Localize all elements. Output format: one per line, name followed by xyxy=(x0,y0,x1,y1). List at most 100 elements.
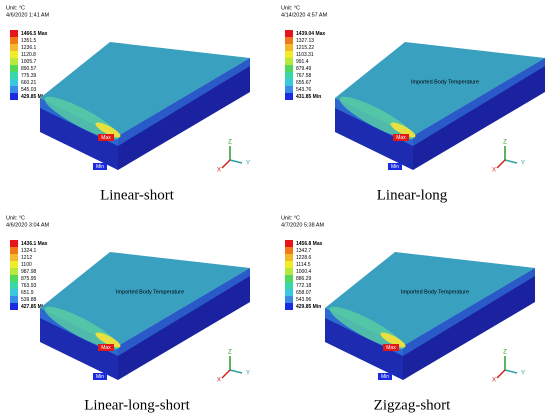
panel: Unit: °C4/6/2020 3:04 AM 1436.1 Max1324.1… xyxy=(6,215,250,413)
block: Imported Body Temperature Max Min xyxy=(335,42,545,170)
legend-label: 1000.4 xyxy=(296,269,312,275)
legend-swatch xyxy=(285,72,293,79)
legend-label: 429.85 Min xyxy=(21,94,46,100)
axis-x xyxy=(221,369,231,379)
max-tag xyxy=(383,344,399,351)
block-band xyxy=(403,268,535,356)
legend-label: 767.58 xyxy=(296,73,312,79)
axis-y-label: Y xyxy=(521,371,525,377)
legend-swatch xyxy=(285,30,293,37)
legend-label: 875.95 xyxy=(21,276,37,282)
timestamp: 4/6/2020 1:41 AM xyxy=(6,12,50,18)
min-tag xyxy=(378,373,392,380)
legend-swatch xyxy=(10,254,18,261)
legend-label: 1351.5 xyxy=(21,38,37,44)
legend-label: 1324.1 xyxy=(21,248,37,254)
body-label: Imported Body Temperature xyxy=(116,289,184,295)
caption: Linear-long-short xyxy=(84,397,190,413)
axis-x xyxy=(221,159,231,169)
block-top-face xyxy=(335,42,545,136)
legend-swatch xyxy=(285,51,293,58)
legend-swatch xyxy=(10,282,18,289)
legend-label: 886.29 xyxy=(296,276,312,282)
min-tag xyxy=(388,163,402,170)
panel: Unit: °C4/6/2020 1:41 AM 1466.5 Max1351.5… xyxy=(6,5,250,203)
unit-label: Unit: °C xyxy=(6,215,25,221)
legend-swatch xyxy=(10,51,18,58)
max-tag xyxy=(393,134,409,141)
axis-y xyxy=(229,369,243,374)
axis-x-label: X xyxy=(217,168,221,174)
axis-x-label: X xyxy=(492,378,496,384)
min-tag xyxy=(93,373,107,380)
legend-swatch xyxy=(285,93,293,100)
legend-swatch xyxy=(10,93,18,100)
legend-swatch xyxy=(10,37,18,44)
legend-label: 1456.8 Max xyxy=(296,241,323,247)
axis-y xyxy=(229,159,243,164)
legend-swatch xyxy=(285,261,293,268)
legend-label: 1215.22 xyxy=(296,45,314,51)
legend-swatch xyxy=(10,79,18,86)
unit-label: Unit: °C xyxy=(281,215,300,221)
legend-swatch xyxy=(285,240,293,247)
legend-swatch xyxy=(10,86,18,93)
legend-swatch xyxy=(285,303,293,310)
legend-swatch xyxy=(285,289,293,296)
legend-label: 879.49 xyxy=(296,66,312,72)
caption: Linear-long xyxy=(377,187,448,203)
axis-y-label: Y xyxy=(521,161,525,167)
block-band xyxy=(118,268,250,356)
min-label: Min xyxy=(391,164,399,170)
legend-label: 545.03 xyxy=(21,87,37,93)
legend-swatch xyxy=(10,30,18,37)
block-band xyxy=(118,58,250,146)
legend-label: 1466.5 Max xyxy=(21,31,48,37)
timestamp: 4/6/2020 3:04 AM xyxy=(6,222,50,228)
axis-x xyxy=(496,369,506,379)
legend-swatch xyxy=(285,296,293,303)
legend-swatch xyxy=(285,65,293,72)
hot-zone-core xyxy=(95,122,121,138)
legend-swatch xyxy=(10,65,18,72)
legend-label: 1120.8 xyxy=(21,52,36,58)
legend-swatch xyxy=(285,37,293,44)
axis-x xyxy=(496,159,506,169)
legend-swatch xyxy=(285,58,293,65)
legend-label: 1100 xyxy=(21,262,32,268)
axis-x-label: X xyxy=(492,168,496,174)
max-tag xyxy=(98,344,114,351)
max-label: Max xyxy=(386,345,396,351)
legend-swatch xyxy=(10,72,18,79)
min-label: Min xyxy=(96,374,104,380)
legend-swatch xyxy=(285,79,293,86)
legend-label: 1005.7 xyxy=(21,59,37,65)
block: Max Min xyxy=(40,42,250,170)
caption: Zigzag-short xyxy=(374,397,451,413)
legend-swatch xyxy=(10,303,18,310)
legend-swatch xyxy=(10,289,18,296)
legend-swatch xyxy=(10,296,18,303)
hot-zone-core xyxy=(380,332,406,348)
max-label: Max xyxy=(396,135,406,141)
block-top-face xyxy=(325,252,535,346)
max-label: Max xyxy=(101,345,111,351)
block-top-face xyxy=(40,252,250,346)
min-label: Min xyxy=(96,164,104,170)
legend-label: 987.98 xyxy=(21,269,37,275)
axis-z-label: Z xyxy=(228,350,232,356)
axis-y-label: Y xyxy=(246,161,250,167)
axis-y-label: Y xyxy=(246,371,250,377)
legend-label: 1114.5 xyxy=(296,262,311,268)
axis-y xyxy=(504,159,518,164)
legend-swatch xyxy=(10,58,18,65)
min-label: Min xyxy=(381,374,389,380)
legend-label: 655.67 xyxy=(296,80,312,86)
legend-label: 658.07 xyxy=(296,290,312,296)
legend-label: 543.96 xyxy=(296,297,312,303)
legend-label: 651.9 xyxy=(21,290,34,296)
legend-label: 429.85 Min xyxy=(296,304,321,310)
legend-swatch xyxy=(285,254,293,261)
axis-z-label: Z xyxy=(228,140,232,146)
axis-z-label: Z xyxy=(503,140,507,146)
